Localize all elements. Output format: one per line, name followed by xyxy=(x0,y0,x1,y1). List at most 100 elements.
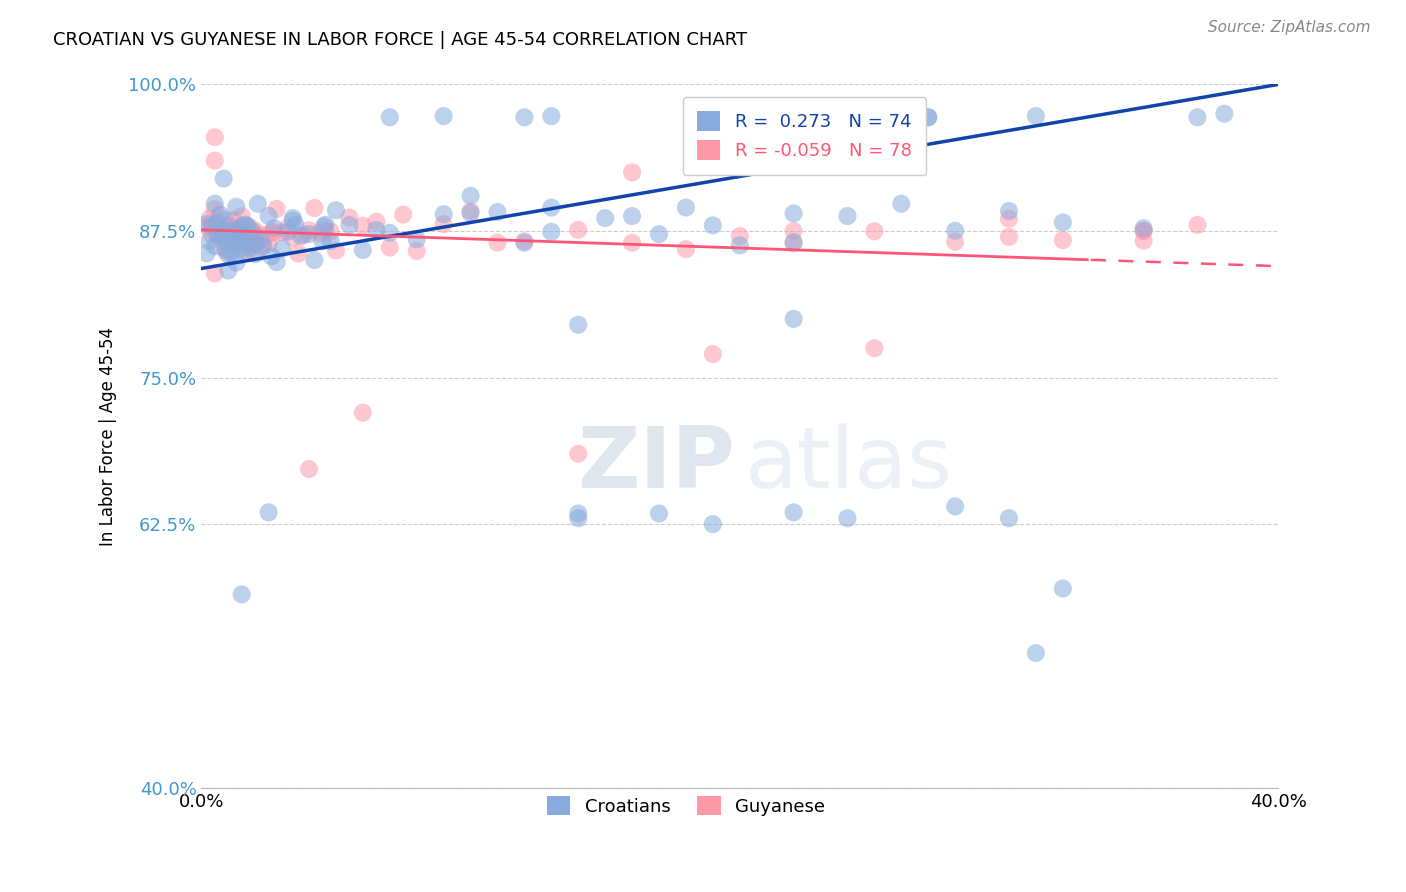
Point xyxy=(217,227,239,241)
Point xyxy=(231,587,253,601)
Point xyxy=(198,211,221,226)
Point xyxy=(433,207,456,221)
Point xyxy=(209,228,232,243)
Point xyxy=(276,225,298,239)
Point xyxy=(352,406,374,420)
Point xyxy=(222,235,245,250)
Point xyxy=(540,225,562,239)
Point xyxy=(233,236,256,251)
Point xyxy=(567,223,589,237)
Point xyxy=(943,500,966,514)
Point xyxy=(212,171,235,186)
Point xyxy=(998,211,1021,226)
Point xyxy=(201,219,224,233)
Point xyxy=(540,201,562,215)
Point xyxy=(212,227,235,241)
Point xyxy=(782,236,804,251)
Point xyxy=(249,241,271,255)
Text: ZIP: ZIP xyxy=(576,423,734,506)
Point xyxy=(943,235,966,249)
Point xyxy=(339,218,361,232)
Text: atlas: atlas xyxy=(745,423,953,506)
Point xyxy=(366,215,388,229)
Point xyxy=(242,225,264,239)
Point xyxy=(257,209,280,223)
Point xyxy=(460,204,482,219)
Point xyxy=(567,511,589,525)
Point xyxy=(702,347,724,361)
Point xyxy=(540,109,562,123)
Point xyxy=(284,218,307,232)
Point xyxy=(943,224,966,238)
Point xyxy=(298,227,321,241)
Point xyxy=(222,231,245,245)
Point xyxy=(1132,224,1154,238)
Point xyxy=(281,231,304,245)
Point xyxy=(782,206,804,220)
Point xyxy=(225,230,247,244)
Point xyxy=(339,211,361,225)
Point xyxy=(567,318,589,332)
Point xyxy=(233,236,256,251)
Point xyxy=(201,227,224,242)
Point xyxy=(195,217,218,231)
Point xyxy=(195,246,218,260)
Point xyxy=(214,212,236,227)
Point xyxy=(246,196,269,211)
Point xyxy=(195,219,218,234)
Point xyxy=(863,341,886,355)
Point xyxy=(225,228,247,243)
Point xyxy=(225,255,247,269)
Point xyxy=(228,223,250,237)
Point xyxy=(263,225,285,239)
Point xyxy=(217,219,239,234)
Point xyxy=(1213,107,1236,121)
Point xyxy=(212,222,235,236)
Point xyxy=(460,206,482,220)
Point xyxy=(249,232,271,246)
Point xyxy=(486,235,509,250)
Point xyxy=(1132,234,1154,248)
Point xyxy=(204,202,226,216)
Point xyxy=(648,227,671,242)
Point xyxy=(675,242,697,256)
Point xyxy=(648,507,671,521)
Point xyxy=(204,130,226,145)
Point xyxy=(217,247,239,261)
Point xyxy=(239,220,262,235)
Point xyxy=(998,230,1021,244)
Point xyxy=(212,227,235,242)
Point xyxy=(271,226,294,240)
Point xyxy=(222,213,245,227)
Point xyxy=(204,196,226,211)
Point xyxy=(207,227,229,242)
Y-axis label: In Labor Force | Age 45-54: In Labor Force | Age 45-54 xyxy=(100,326,117,546)
Point xyxy=(204,239,226,253)
Point xyxy=(593,211,616,226)
Point xyxy=(378,226,401,240)
Point xyxy=(486,205,509,219)
Point xyxy=(257,236,280,251)
Point xyxy=(998,511,1021,525)
Point xyxy=(702,517,724,532)
Point xyxy=(621,209,644,223)
Point xyxy=(433,217,456,231)
Point xyxy=(231,240,253,254)
Point xyxy=(219,246,242,260)
Point xyxy=(209,228,232,243)
Legend: Croatians, Guyanese: Croatians, Guyanese xyxy=(537,787,834,824)
Point xyxy=(209,208,232,222)
Point xyxy=(219,230,242,244)
Point xyxy=(1025,646,1047,660)
Point xyxy=(266,202,288,216)
Point xyxy=(198,234,221,248)
Point xyxy=(782,505,804,519)
Point xyxy=(228,221,250,235)
Point xyxy=(228,233,250,247)
Point xyxy=(298,223,321,237)
Point xyxy=(1132,224,1154,238)
Point xyxy=(837,511,859,525)
Point xyxy=(225,200,247,214)
Point xyxy=(214,242,236,256)
Point xyxy=(304,201,326,215)
